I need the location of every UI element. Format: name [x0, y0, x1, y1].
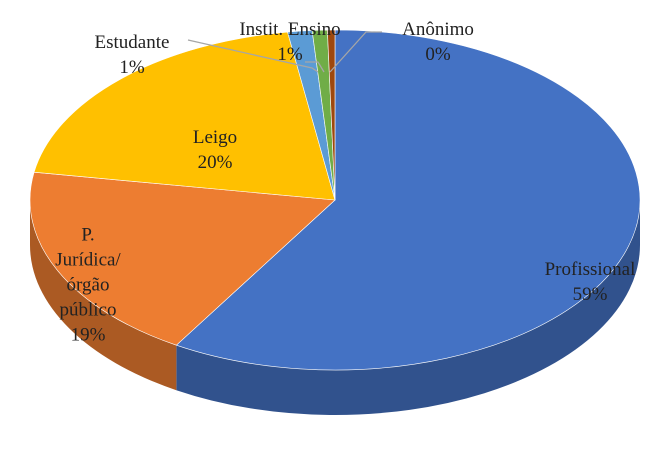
value-label: 1% [277, 44, 303, 65]
slice-label: Leigo 20% [193, 125, 237, 175]
slice [327, 29, 336, 201]
category-label: P. Jurídica/órgão público [55, 224, 121, 321]
slice-side [176, 200, 640, 415]
value-label: 59% [572, 284, 608, 305]
slice-label: Anônimo 0% [402, 17, 474, 67]
category-label: Estudante [94, 32, 170, 53]
slice-label: P. Jurídica/órgão público 19% [55, 223, 120, 348]
value-label: 20% [197, 152, 233, 173]
slice [29, 171, 336, 346]
category-label: Profissional [544, 259, 636, 280]
slice-side [29, 200, 177, 391]
slice-label: Profissional 59% [545, 257, 636, 307]
leader-line [329, 31, 382, 73]
slice [33, 31, 336, 201]
category-label: Anônimo [402, 19, 474, 40]
value-label: 19% [70, 324, 106, 346]
leader-line [305, 61, 325, 73]
value-label: 0% [425, 44, 451, 65]
slice [175, 29, 641, 371]
category-label: Instit. Ensino [239, 19, 341, 40]
category-label: Leigo [192, 127, 238, 148]
slice-label: Estudante 1% [95, 30, 170, 80]
slice-label: Instit. Ensino 1% [239, 17, 340, 67]
value-label: 1% [119, 57, 145, 78]
leader-line [187, 39, 319, 73]
leader-lines [187, 31, 382, 73]
pie [29, 29, 641, 415]
